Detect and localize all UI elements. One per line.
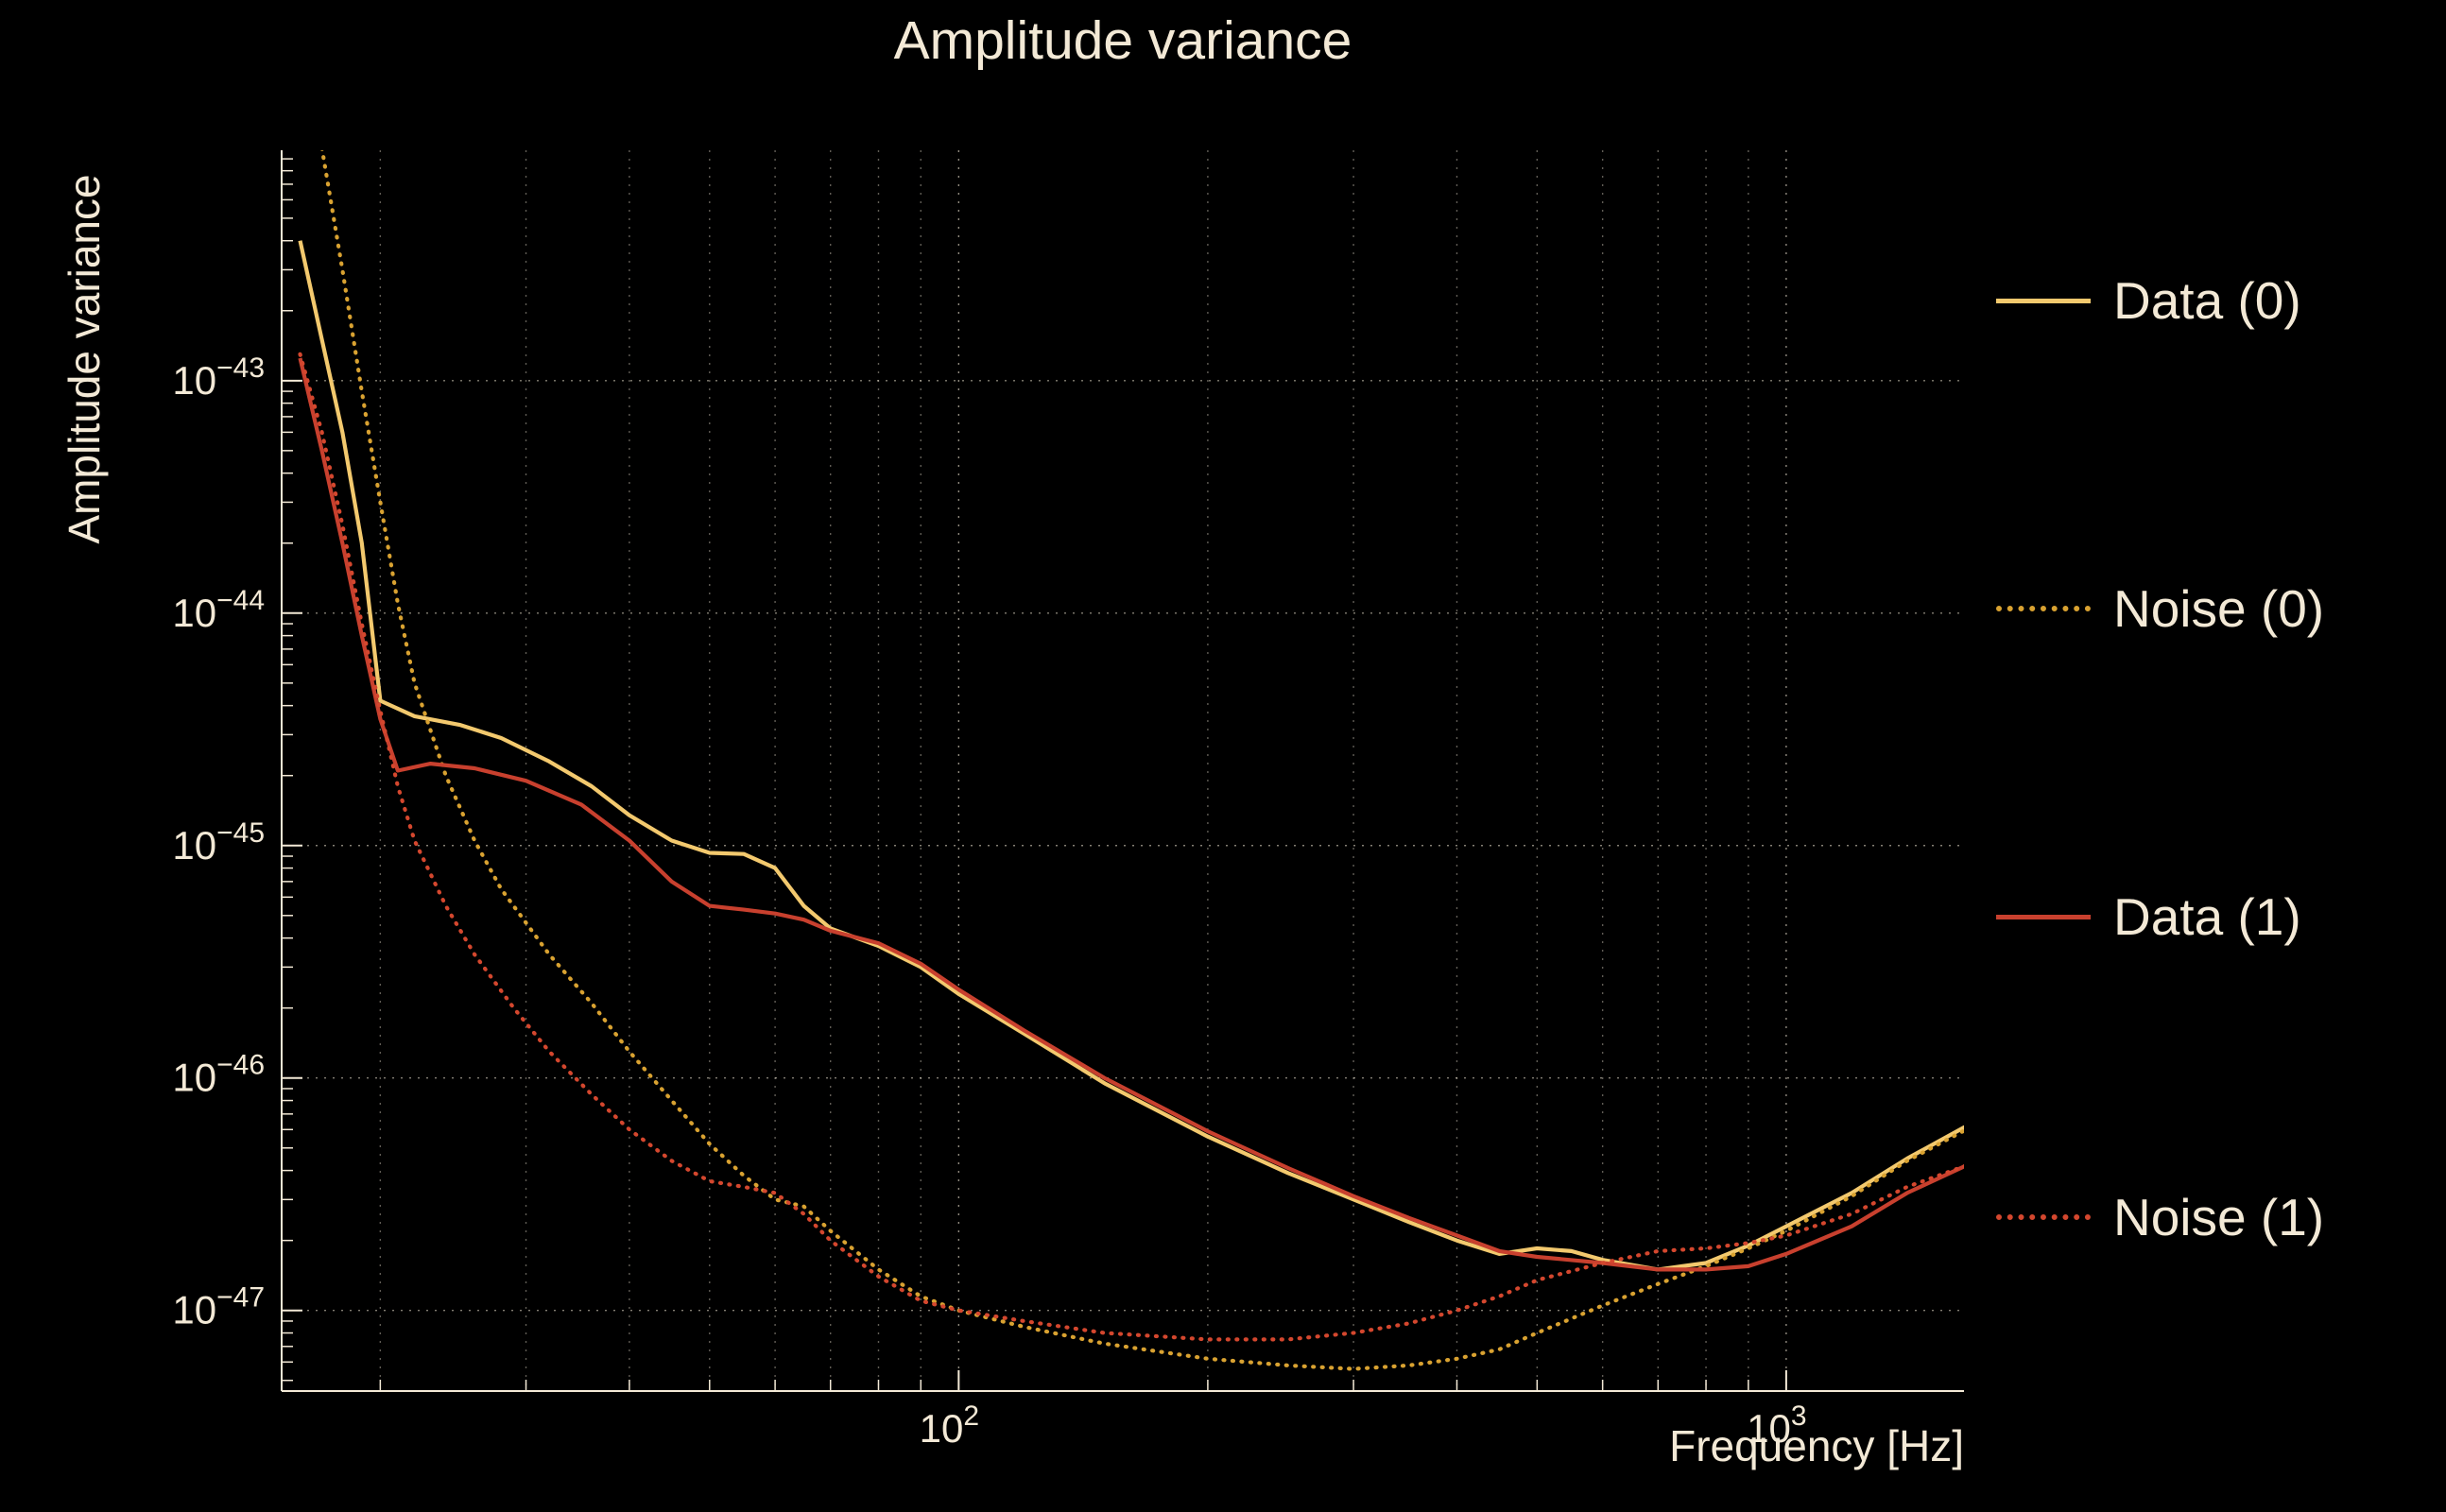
series-line-noise-0 [319, 150, 1964, 1371]
y-tick-label: 10−47 [172, 1282, 265, 1332]
axes [281, 150, 1964, 1392]
legend-solid-line-sample [1996, 298, 2091, 303]
y-tick-labels: 10−43 10−44 10−45 10−46 10−47 [172, 352, 265, 1332]
legend: Data (0) Noise (0) Data (1) Noise (1) [1996, 0, 2440, 1512]
y-tick-label: 10−43 [172, 352, 265, 403]
legend-label: Data (0) [2113, 271, 2301, 330]
x-tick-label: 103 [1747, 1400, 1806, 1451]
x-axis-label: Frequency [Hz] [1669, 1421, 1964, 1470]
series-line-noise-1 [298, 352, 1964, 1342]
legend-label: Data (1) [2113, 887, 2301, 946]
series-line-data-1 [298, 357, 1964, 1272]
legend-item-noise-0: Noise (0) [1996, 578, 2324, 639]
legend-label: Noise (1) [2113, 1188, 2325, 1246]
legend-dotted-line-sample [1996, 606, 2091, 611]
legend-label: Noise (0) [2113, 579, 2325, 638]
legend-item-noise-1: Noise (1) [1996, 1187, 2324, 1247]
legend-item-data-1: Data (1) [1996, 886, 2301, 947]
x-tick-labels: 102 103 [920, 1400, 1807, 1451]
legend-dotted-line-sample [1996, 1214, 2091, 1220]
series-line-data-0 [298, 240, 1964, 1272]
chart-title: Amplitude variance [893, 10, 1352, 71]
grid-lines [282, 150, 1964, 1391]
legend-item-data-0: Data (0) [1996, 270, 2301, 331]
y-tick-label: 10−46 [172, 1050, 265, 1100]
legend-solid-line-sample [1996, 914, 2091, 919]
y-tick-label: 10−44 [172, 585, 265, 635]
x-tick-label: 102 [920, 1400, 979, 1451]
tick-marks [282, 158, 1787, 1391]
y-tick-label: 10−45 [172, 817, 265, 868]
